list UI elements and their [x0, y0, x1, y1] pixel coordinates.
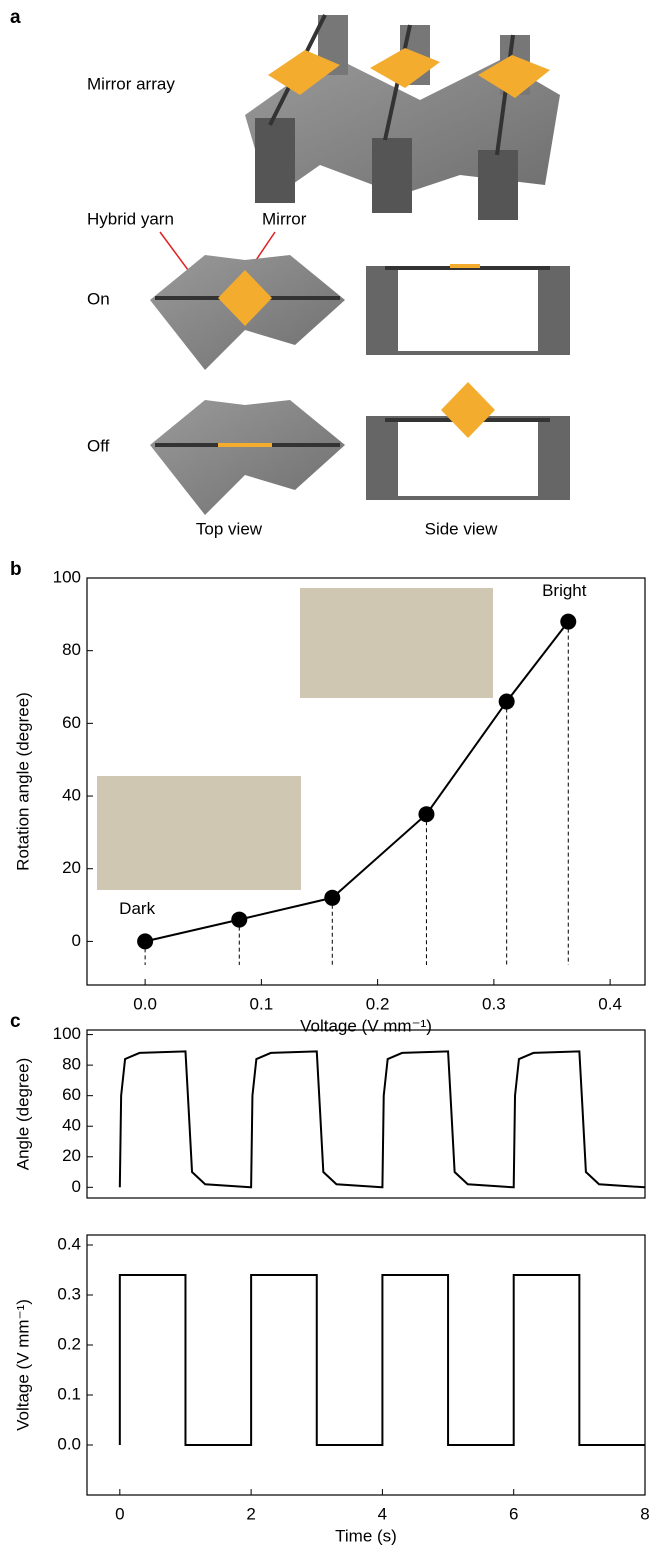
plot-frame — [87, 1030, 645, 1198]
y-tick-label: 100 — [53, 567, 81, 586]
label: Mirror array — [87, 74, 175, 93]
data-point — [560, 614, 576, 630]
mirror — [450, 264, 480, 268]
annotation: Bright — [542, 581, 587, 600]
top-plate — [150, 400, 345, 515]
label: Mirror — [262, 209, 307, 228]
panel-letter: c — [10, 1011, 21, 1032]
pillar — [255, 118, 295, 203]
y-tick-label: 60 — [62, 713, 81, 732]
pillar — [368, 268, 398, 353]
label: Off — [87, 436, 110, 455]
y-tick-label: 0 — [72, 1177, 81, 1196]
y-axis-title: Angle (degree) — [13, 1058, 32, 1170]
y-tick-label: 20 — [62, 858, 81, 877]
x-tick-label: 0.1 — [250, 994, 274, 1013]
pillar — [372, 138, 412, 213]
figure: a Mirror array Hybrid yarn Mirror On Off — [0, 0, 651, 1551]
y-tick-label: 0.3 — [57, 1284, 81, 1303]
inset-photo — [97, 776, 301, 890]
y-tick-label: 80 — [62, 1055, 81, 1074]
x-tick-label: 0.2 — [366, 994, 390, 1013]
inset-photo — [300, 588, 493, 698]
x-tick-label: 0.3 — [482, 994, 506, 1013]
y-tick-label: 60 — [62, 1085, 81, 1104]
pillar — [368, 418, 398, 498]
pillar — [538, 268, 568, 353]
y-tick-label: 20 — [62, 1146, 81, 1165]
pillar — [478, 150, 518, 220]
x-tick-label: 0 — [115, 1504, 124, 1523]
x-tick-label: 4 — [378, 1504, 387, 1523]
panel-a: a Mirror array Hybrid yarn Mirror On Off — [10, 7, 568, 538]
label: Hybrid yarn — [87, 209, 174, 228]
x-tick-label: 0.0 — [133, 994, 157, 1013]
mirror — [441, 382, 495, 438]
y-axis-title: Voltage (V mm⁻¹) — [13, 1299, 32, 1431]
y-tick-label: 40 — [62, 786, 81, 805]
x-axis-title: Voltage (V mm⁻¹) — [300, 1016, 432, 1035]
data-point — [418, 806, 434, 822]
x-tick-label: 6 — [509, 1504, 518, 1523]
mirror — [218, 443, 272, 447]
x-axis-title: Time (s) — [335, 1526, 397, 1545]
data-point — [231, 912, 247, 928]
label: Side view — [425, 519, 498, 538]
label: On — [87, 289, 110, 308]
data-point — [137, 933, 153, 949]
x-tick-label: 2 — [246, 1504, 255, 1523]
y-tick-label: 0.1 — [57, 1384, 81, 1403]
x-tick-label: 0.4 — [598, 994, 622, 1013]
data-line — [120, 1275, 645, 1445]
annotation: Dark — [119, 899, 155, 918]
y-tick-label: 0.0 — [57, 1434, 81, 1453]
y-tick-label: 0.4 — [57, 1234, 81, 1253]
data-line — [120, 1051, 645, 1187]
data-point — [324, 890, 340, 906]
y-tick-label: 0 — [72, 931, 81, 950]
y-tick-label: 100 — [53, 1024, 81, 1043]
y-axis-title: Rotation angle (degree) — [13, 692, 32, 871]
label: Top view — [196, 519, 263, 538]
panel-letter: b — [10, 559, 22, 580]
y-tick-label: 80 — [62, 640, 81, 659]
y-tick-label: 40 — [62, 1116, 81, 1135]
panel-letter: a — [10, 7, 21, 28]
y-tick-label: 0.2 — [57, 1334, 81, 1353]
data-point — [499, 694, 515, 710]
pillar — [538, 418, 568, 498]
x-tick-label: 8 — [640, 1504, 649, 1523]
